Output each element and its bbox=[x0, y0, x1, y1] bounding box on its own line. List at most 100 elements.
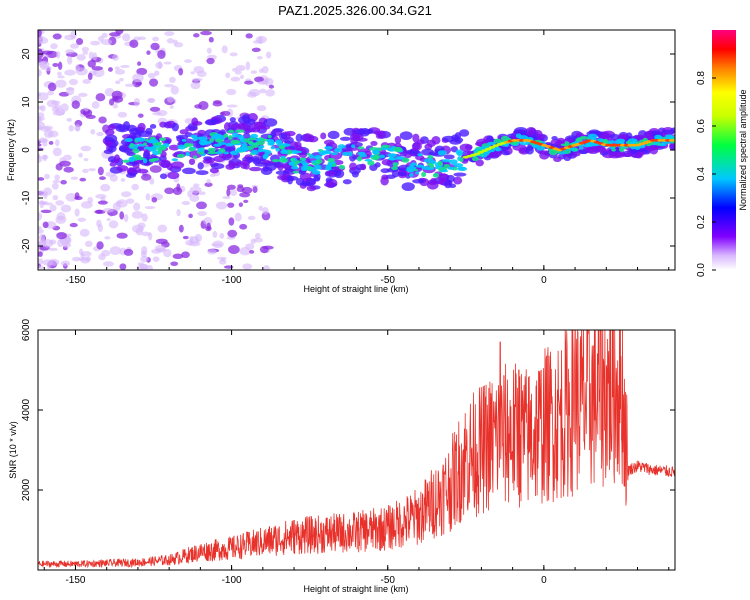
signal-core bbox=[364, 159, 373, 162]
signal-blob bbox=[126, 161, 138, 166]
signal-core bbox=[228, 135, 233, 141]
noise-blob bbox=[256, 56, 263, 60]
signal-core bbox=[288, 161, 296, 166]
colorbar bbox=[712, 30, 736, 270]
signal-blob bbox=[412, 133, 420, 143]
noise-blob bbox=[119, 211, 125, 220]
signal-core bbox=[578, 146, 584, 150]
signal-core bbox=[378, 147, 383, 152]
signal-core bbox=[351, 144, 356, 149]
y-tick-label: 0 bbox=[21, 147, 32, 153]
noise-blob bbox=[81, 46, 90, 53]
signal-core bbox=[455, 149, 464, 155]
snr-xlabel: Height of straight line (km) bbox=[303, 584, 408, 594]
signal-core bbox=[278, 157, 288, 163]
noise-blob bbox=[140, 250, 147, 258]
noise-blob bbox=[38, 69, 42, 77]
signal-blob bbox=[126, 151, 136, 157]
noise-blob bbox=[80, 145, 92, 152]
noise-blob bbox=[97, 200, 108, 205]
noise-blob bbox=[215, 201, 228, 210]
y-tick-label: 4000 bbox=[21, 398, 32, 421]
noise-blob bbox=[40, 104, 46, 112]
noise-blob bbox=[196, 201, 207, 210]
signal-core bbox=[321, 150, 332, 154]
noise-blob bbox=[124, 83, 135, 87]
noise-blob bbox=[157, 50, 166, 59]
noise-blob bbox=[259, 245, 269, 254]
signal-core bbox=[122, 159, 130, 163]
signal-blob bbox=[168, 144, 180, 151]
noise-blob bbox=[154, 70, 160, 76]
noise-blob bbox=[243, 199, 249, 203]
signal-core bbox=[143, 142, 148, 146]
signal-core bbox=[128, 156, 136, 163]
noise-blob bbox=[82, 51, 89, 55]
signal-blob bbox=[412, 178, 425, 184]
noise-blob bbox=[133, 202, 141, 211]
noise-blob bbox=[96, 241, 104, 250]
noise-blob bbox=[43, 129, 54, 139]
signal-blob bbox=[191, 117, 199, 127]
signal-core bbox=[356, 156, 362, 162]
signal-core bbox=[370, 156, 380, 160]
signal-blob bbox=[248, 166, 262, 172]
noise-blob bbox=[38, 30, 42, 37]
signal-blob bbox=[453, 176, 463, 185]
noise-blob bbox=[131, 183, 139, 191]
noise-blob bbox=[193, 183, 200, 187]
noise-blob bbox=[261, 66, 269, 74]
x-tick-label: -100 bbox=[222, 575, 242, 586]
noise-blob bbox=[91, 66, 103, 71]
signal-core bbox=[429, 163, 435, 169]
noise-blob bbox=[262, 207, 269, 215]
signal-blob bbox=[446, 174, 455, 183]
signal-core bbox=[415, 171, 420, 175]
noise-blob bbox=[78, 152, 83, 158]
noise-blob bbox=[185, 239, 195, 246]
noise-blob bbox=[149, 165, 162, 173]
noise-blob bbox=[265, 51, 272, 59]
signal-blob bbox=[238, 122, 246, 130]
noise-blob bbox=[132, 73, 144, 83]
noise-blob bbox=[109, 32, 121, 37]
noise-blob bbox=[119, 263, 127, 270]
signal-blob bbox=[225, 163, 236, 170]
signal-blob bbox=[308, 135, 319, 143]
noise-blob bbox=[52, 62, 59, 67]
noise-blob bbox=[236, 186, 245, 193]
noise-blob bbox=[222, 195, 231, 200]
noise-blob bbox=[114, 69, 126, 75]
signal-blob bbox=[295, 178, 305, 186]
noise-blob bbox=[56, 232, 67, 240]
signal-blob bbox=[325, 181, 336, 189]
signal-core bbox=[176, 153, 185, 158]
noise-blob bbox=[90, 40, 101, 46]
noise-blob bbox=[119, 77, 124, 82]
noise-blob bbox=[254, 232, 261, 240]
signal-core bbox=[658, 143, 667, 147]
signal-blob bbox=[327, 130, 340, 140]
signal-core bbox=[223, 133, 229, 138]
noise-blob bbox=[80, 201, 93, 209]
noise-blob bbox=[229, 189, 237, 196]
noise-blob bbox=[112, 54, 119, 61]
noise-blob bbox=[122, 33, 131, 42]
noise-blob bbox=[40, 138, 49, 143]
signal-core bbox=[342, 151, 349, 156]
noise-blob bbox=[166, 38, 175, 44]
signal-core bbox=[197, 147, 205, 153]
signal-core bbox=[171, 158, 179, 162]
noise-blob bbox=[220, 257, 226, 262]
noise-blob bbox=[212, 101, 223, 107]
noise-blob bbox=[68, 78, 78, 86]
signal-core bbox=[310, 168, 316, 172]
signal-blob bbox=[323, 139, 335, 146]
noise-blob bbox=[49, 204, 57, 212]
signal-blob bbox=[188, 158, 196, 165]
colorbar-label: Normalized spectral amplitude bbox=[738, 89, 748, 210]
noise-blob bbox=[170, 261, 179, 267]
signal-core bbox=[407, 169, 415, 173]
noise-blob bbox=[206, 222, 211, 230]
x-tick-label: -150 bbox=[65, 575, 85, 586]
